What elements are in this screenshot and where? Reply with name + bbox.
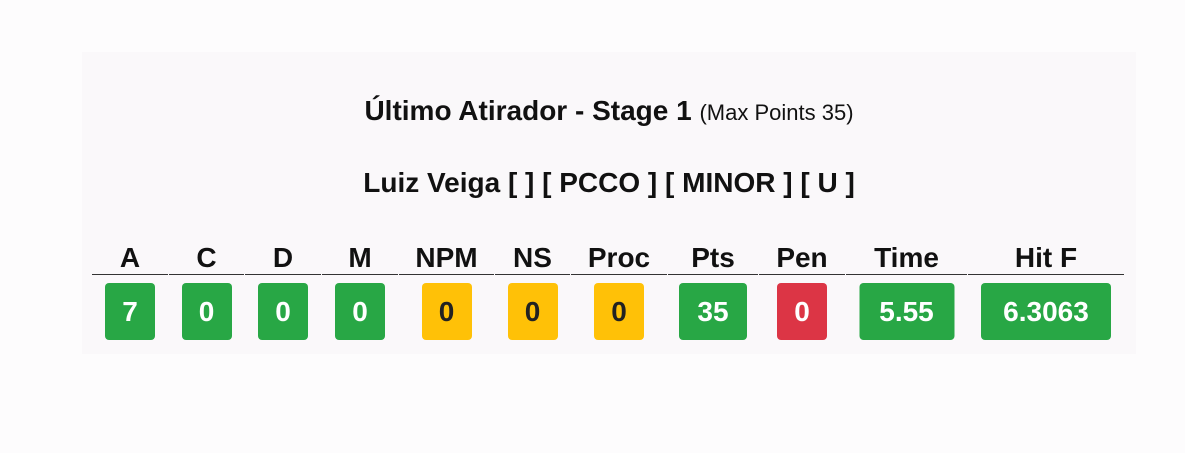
- score-badge: 35: [679, 283, 747, 340]
- scoreboard-card: Último Atirador - Stage 1 (Max Points 35…: [82, 52, 1136, 354]
- score-column-proc: Proc 0: [571, 239, 667, 349]
- score-header: Time: [846, 239, 967, 275]
- score-column-a: A 7: [92, 239, 168, 349]
- score-header: D: [245, 239, 321, 275]
- score-header: C: [169, 239, 244, 275]
- stage-title: Último Atirador - Stage 1 (Max Points 35…: [82, 95, 1136, 127]
- score-badge: 0: [181, 283, 232, 340]
- score-column-hit-factor: Hit F 6.3063: [968, 239, 1124, 349]
- score-badge: 0: [421, 283, 472, 340]
- score-header: Pen: [759, 239, 845, 275]
- score-badge: 0: [777, 283, 827, 340]
- score-column-time: Time 5.55: [846, 239, 967, 349]
- score-column-c: C 0: [169, 239, 244, 349]
- score-header: M: [322, 239, 398, 275]
- score-badge: 5.55: [859, 283, 954, 340]
- score-column-ns: NS 0: [495, 239, 570, 349]
- shooter-info: Luiz Veiga [ ] [ PCCO ] [ MINOR ] [ U ]: [363, 167, 855, 198]
- score-badge: 7: [105, 283, 155, 340]
- score-header: NPM: [399, 239, 494, 275]
- score-badge: 0: [258, 283, 308, 340]
- score-column-d: D 0: [245, 239, 321, 349]
- score-header: Hit F: [968, 239, 1124, 275]
- score-column-pts: Pts 35: [668, 239, 758, 349]
- score-column-pen: Pen 0: [759, 239, 845, 349]
- score-header: NS: [495, 239, 570, 275]
- score-column-m: M 0: [322, 239, 398, 349]
- score-header: A: [92, 239, 168, 275]
- score-badge: 0: [335, 283, 385, 340]
- score-badge: 0: [507, 283, 558, 340]
- stage-title-text: Último Atirador - Stage 1: [364, 95, 692, 126]
- max-points-label: (Max Points 35): [699, 100, 854, 125]
- score-badge: 6.3063: [981, 283, 1111, 340]
- score-header: Proc: [571, 239, 667, 275]
- score-badge: 0: [594, 283, 644, 340]
- score-header: Pts: [668, 239, 758, 275]
- score-column-npm: NPM 0: [399, 239, 494, 349]
